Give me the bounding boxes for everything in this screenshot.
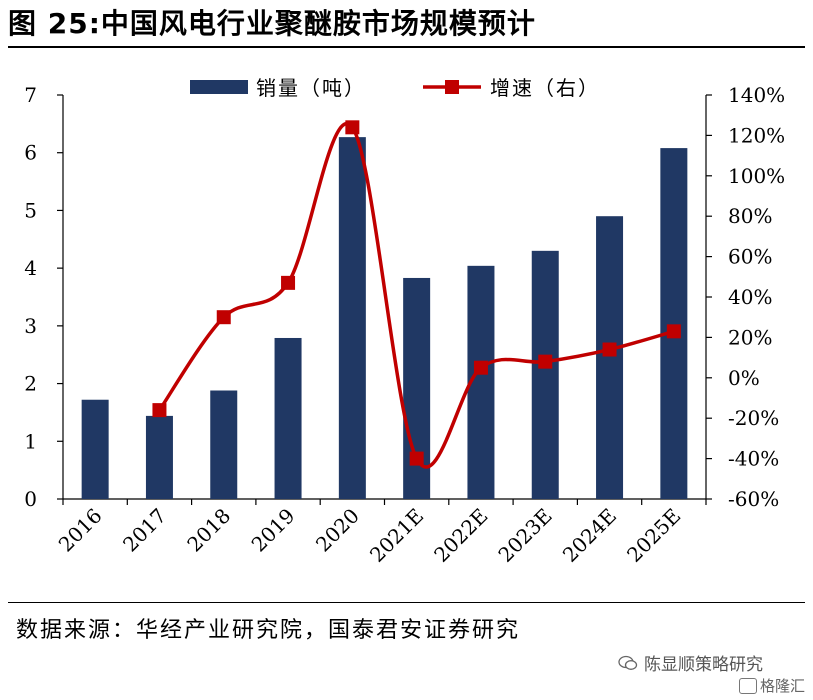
right-tick-label: -60% <box>728 487 779 511</box>
line-marker <box>409 451 424 466</box>
left-tick-label: 5 <box>24 198 37 222</box>
growth-line <box>158 122 675 469</box>
right-tick-label: 20% <box>728 325 772 349</box>
right-tick-label: 140% <box>728 83 785 107</box>
bar <box>81 399 109 499</box>
bar <box>531 250 559 499</box>
x-tick-label: 2017 <box>118 504 171 557</box>
right-tick-label: 80% <box>728 204 772 228</box>
x-tick-label: 2018 <box>182 504 235 557</box>
bar <box>274 337 302 499</box>
right-tick-label: 60% <box>728 245 772 269</box>
source-note: 数据来源：华经产业研究院，国泰君安证券研究 <box>16 618 521 643</box>
left-tick-label: 6 <box>24 141 37 165</box>
legend-bar-label: 销量（吨） <box>256 76 366 100</box>
watermark-2: 格隆汇 <box>760 677 806 695</box>
source-divider <box>8 602 805 603</box>
line-marker <box>216 310 231 325</box>
line-marker <box>281 275 296 290</box>
line-marker <box>602 342 617 357</box>
right-tick-label: 120% <box>728 123 785 147</box>
watermark-text: 陈显顺策略研究 <box>644 655 763 675</box>
bar-series <box>81 137 688 500</box>
x-tick-label: 2021E <box>365 504 428 567</box>
legend: 销量（吨） 增速（右） <box>190 76 600 100</box>
x-tick-label: 2024E <box>558 504 621 567</box>
left-tick-label: 3 <box>24 314 37 338</box>
legend-line-marker <box>445 80 459 94</box>
bar <box>210 390 238 499</box>
chart-title: 图 25:中国风电行业聚醚胺市场规模预计 <box>8 7 536 40</box>
right-tick-label: 100% <box>728 164 785 188</box>
wechat-icon <box>618 655 638 670</box>
line-marker <box>345 120 360 135</box>
left-tick-label: 4 <box>24 256 37 280</box>
x-tick-label: 2023E <box>493 504 556 567</box>
line-marker <box>666 324 681 339</box>
line-series <box>152 120 681 469</box>
x-tick-label: 2016 <box>54 504 107 557</box>
left-tick-label: 0 <box>24 487 37 511</box>
line-marker <box>473 360 488 375</box>
x-tick-label: 2025E <box>622 504 685 567</box>
bar <box>660 148 688 499</box>
x-tick-label: 2020 <box>311 504 364 557</box>
legend-line-label: 增速（右） <box>490 76 600 100</box>
chart: 0 1 2 3 4 5 6 7 -60% -40% -20% 0% 20% 40% 60% 80% 100% 12… <box>24 76 785 567</box>
title-divider <box>8 46 805 48</box>
x-tick-label: 2019 <box>247 504 300 557</box>
line-marker <box>152 403 167 418</box>
x-tick-label: 2022E <box>429 504 492 567</box>
right-tick-label: 40% <box>728 285 772 309</box>
left-tick-label: 2 <box>24 372 37 396</box>
right-tick-label: -40% <box>728 447 779 471</box>
left-tick-label: 1 <box>24 429 37 453</box>
bar <box>596 216 624 499</box>
right-tick-label: -20% <box>728 406 779 430</box>
left-tick-label: 7 <box>24 83 37 107</box>
bar <box>338 137 366 500</box>
line-marker <box>538 354 553 369</box>
logo-icon <box>739 678 757 694</box>
watermark: 陈显顺策略研究 <box>618 650 763 675</box>
legend-bar-swatch <box>190 80 248 94</box>
right-tick-label: 0% <box>728 366 760 390</box>
bar <box>145 415 173 499</box>
